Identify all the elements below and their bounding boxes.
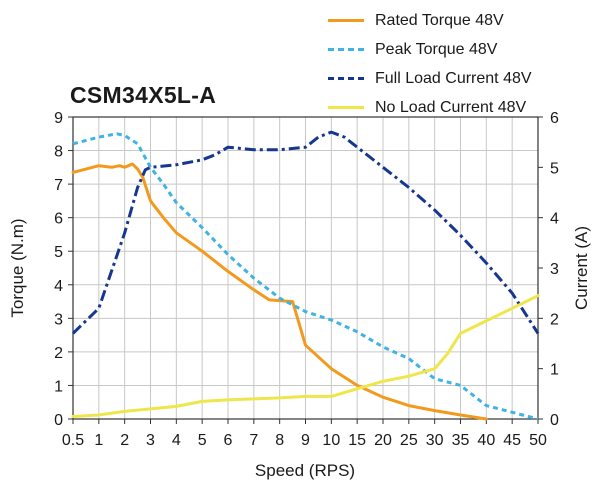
legend-item-peak-torque: Peak Torque 48V: [328, 35, 532, 64]
legend-swatch-no-load-current: [328, 106, 364, 109]
series-line-no-load-current-48v: [71, 294, 540, 418]
y-tick-label-left: 0: [54, 412, 63, 429]
legend-label-rated-torque: Rated Torque 48V: [375, 11, 504, 29]
x-tick-label: 4: [172, 432, 181, 449]
x-tick-label: 25: [400, 432, 418, 449]
y-tick-label-left: 4: [54, 278, 63, 295]
x-tick-label: 20: [374, 432, 392, 449]
x-tick-label: 0.5: [62, 432, 84, 449]
legend-swatch-peak-torque: [328, 48, 364, 51]
x-tick-label: 45: [503, 432, 521, 449]
x-tick-label: 40: [477, 432, 495, 449]
y-axis-label-torque: Torque (N.m): [8, 218, 27, 318]
y-tick-label-left: 6: [54, 211, 63, 228]
series-line-rated-torque-48v: [71, 162, 488, 421]
x-tick-label: 3: [146, 432, 155, 449]
y-tick-label-left: 7: [54, 177, 63, 194]
y-tick-label-right: 6: [550, 110, 559, 127]
x-tick-label: 5: [198, 432, 207, 449]
y-tick-label-left: 5: [54, 244, 63, 261]
y-axis-label-current: Current (A): [572, 225, 591, 311]
x-tick-label: 30: [426, 432, 444, 449]
legend-swatch-full-load-current: [328, 77, 364, 80]
x-tick-label: 50: [529, 432, 547, 449]
chart-legend: Rated Torque 48V Peak Torque 48V Full Lo…: [328, 6, 532, 122]
x-tick-label: 9: [301, 432, 310, 449]
y-tick-label-left: 3: [54, 311, 63, 328]
x-tick-label: 35: [452, 432, 470, 449]
x-axis-label-speed: Speed (RPS): [254, 461, 356, 480]
y-tick-label-right: 5: [550, 160, 559, 177]
y-tick-label-right: 0: [550, 412, 559, 429]
x-tick-label: 10: [322, 432, 340, 449]
legend-item-rated-torque: Rated Torque 48V: [328, 6, 532, 35]
legend-swatch-rated-torque: [328, 19, 364, 22]
y-tick-label-right: 4: [550, 211, 559, 228]
legend-label-no-load-current: No Load Current 48V: [375, 98, 527, 116]
y-tick-label-left: 1: [54, 378, 63, 395]
legend-label-full-load-current: Full Load Current 48V: [375, 69, 532, 87]
x-tick-label: 2: [120, 432, 129, 449]
legend-label-peak-torque: Peak Torque 48V: [375, 40, 498, 58]
x-tick-label: 6: [224, 432, 233, 449]
y-tick-label-right: 3: [550, 261, 559, 278]
y-tick-label-left: 2: [54, 345, 63, 362]
x-tick-label: 8: [275, 432, 284, 449]
y-tick-label-right: 2: [550, 311, 559, 328]
x-tick-label: 15: [348, 432, 366, 449]
series-line-full-load-current-48v: [71, 130, 540, 335]
x-tick-label: 1: [94, 432, 103, 449]
legend-item-full-load-current: Full Load Current 48V: [328, 64, 532, 93]
chart-title: CSM34X5L-A: [70, 82, 217, 108]
series-line-peak-torque-48v: [72, 132, 539, 421]
y-tick-label-left: 8: [54, 144, 63, 161]
legend-item-no-load-current: No Load Current 48V: [328, 93, 532, 122]
y-tick-label-left: 9: [54, 110, 63, 127]
x-tick-label: 7: [249, 432, 258, 449]
y-tick-label-right: 1: [550, 362, 559, 379]
